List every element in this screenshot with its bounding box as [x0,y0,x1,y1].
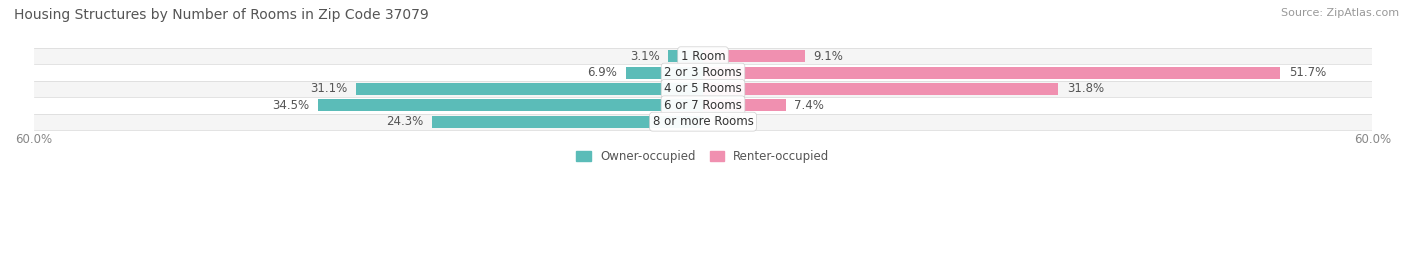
Legend: Owner-occupied, Renter-occupied: Owner-occupied, Renter-occupied [572,146,834,168]
Text: 2 or 3 Rooms: 2 or 3 Rooms [664,66,742,79]
Text: 8 or more Rooms: 8 or more Rooms [652,115,754,128]
Bar [356,83,703,95]
Text: 9.1%: 9.1% [814,50,844,63]
Text: Housing Structures by Number of Rooms in Zip Code 37079: Housing Structures by Number of Rooms in… [14,8,429,22]
Text: Source: ZipAtlas.com: Source: ZipAtlas.com [1281,8,1399,18]
Text: 34.5%: 34.5% [271,99,309,112]
Text: 0.0%: 0.0% [711,115,741,128]
Bar [34,114,1372,130]
Bar [318,100,703,111]
Text: 3.1%: 3.1% [630,50,659,63]
Text: 51.7%: 51.7% [1289,66,1326,79]
Bar [34,97,1372,114]
Bar [34,81,1372,97]
Bar [34,65,1372,81]
Text: 6 or 7 Rooms: 6 or 7 Rooms [664,99,742,112]
Text: 6.9%: 6.9% [588,66,617,79]
Bar [626,67,703,79]
Bar [703,67,1279,79]
Bar [34,48,1372,65]
Bar [668,50,703,62]
Text: 4 or 5 Rooms: 4 or 5 Rooms [664,83,742,95]
Bar [703,50,804,62]
Bar [703,100,786,111]
Text: 7.4%: 7.4% [794,99,824,112]
Text: 31.1%: 31.1% [309,83,347,95]
Bar [703,83,1057,95]
Bar [432,116,703,128]
Text: 1 Room: 1 Room [681,50,725,63]
Text: 24.3%: 24.3% [385,115,423,128]
Text: 31.8%: 31.8% [1067,83,1104,95]
